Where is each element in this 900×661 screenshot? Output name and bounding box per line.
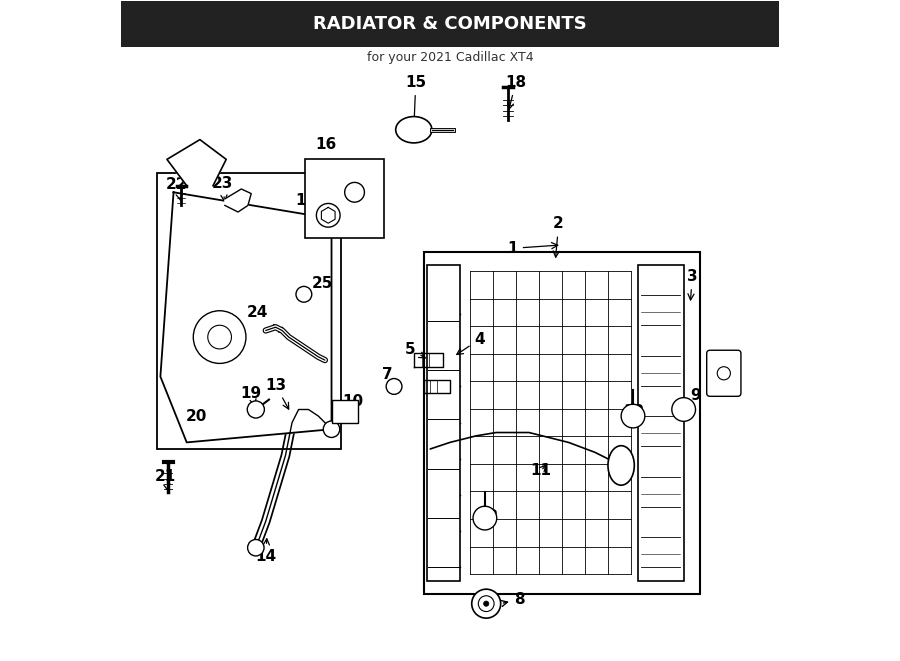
Text: 8: 8 [501, 592, 525, 607]
Ellipse shape [323, 421, 339, 438]
Text: 7: 7 [382, 367, 395, 387]
Circle shape [208, 325, 231, 349]
Text: 18: 18 [505, 75, 526, 109]
Circle shape [472, 589, 500, 618]
Polygon shape [167, 139, 226, 186]
Circle shape [478, 596, 494, 611]
Text: 12: 12 [478, 506, 499, 524]
Bar [305, 159, 384, 239]
Text: 22: 22 [166, 177, 187, 200]
Bar [121, 1, 779, 48]
Circle shape [345, 182, 364, 202]
Ellipse shape [608, 446, 634, 485]
Circle shape [621, 405, 644, 428]
Text: 11: 11 [530, 463, 552, 479]
Bar [637, 264, 684, 580]
Circle shape [296, 286, 311, 302]
Text: 14: 14 [255, 539, 276, 564]
Bar [427, 264, 460, 580]
Text: 21: 21 [155, 469, 176, 490]
Text: RADIATOR & COMPONENTS: RADIATOR & COMPONENTS [313, 15, 587, 34]
Text: 16: 16 [316, 137, 337, 153]
Polygon shape [225, 189, 251, 212]
Text: 25: 25 [299, 276, 333, 299]
Text: 24: 24 [248, 305, 285, 333]
Text: 5: 5 [405, 342, 426, 358]
Bar [331, 400, 358, 422]
Text: for your 2021 Cadillac XT4: for your 2021 Cadillac XT4 [366, 51, 534, 64]
FancyBboxPatch shape [706, 350, 741, 397]
Circle shape [317, 204, 340, 227]
Text: 23: 23 [212, 176, 234, 202]
Ellipse shape [248, 539, 264, 556]
Text: 6: 6 [723, 365, 734, 379]
Text: 19: 19 [240, 385, 262, 407]
Text: 10: 10 [342, 394, 363, 412]
Text: 15: 15 [405, 75, 427, 126]
Text: 1: 1 [508, 241, 558, 256]
Circle shape [671, 398, 696, 421]
Circle shape [483, 601, 489, 606]
Text: 2: 2 [554, 216, 564, 257]
Circle shape [194, 311, 246, 364]
Text: 13: 13 [265, 377, 289, 409]
Text: 3: 3 [687, 269, 698, 300]
Text: 9: 9 [686, 387, 701, 407]
Text: 4: 4 [457, 332, 485, 354]
Text: 12: 12 [624, 404, 645, 419]
Circle shape [717, 367, 731, 380]
Polygon shape [160, 192, 331, 442]
Circle shape [473, 506, 497, 530]
Bar [158, 173, 341, 449]
Circle shape [248, 401, 265, 418]
Text: 20: 20 [186, 408, 207, 424]
Bar [424, 252, 700, 594]
Text: 17: 17 [295, 194, 319, 214]
Circle shape [386, 379, 402, 395]
Ellipse shape [396, 116, 432, 143]
